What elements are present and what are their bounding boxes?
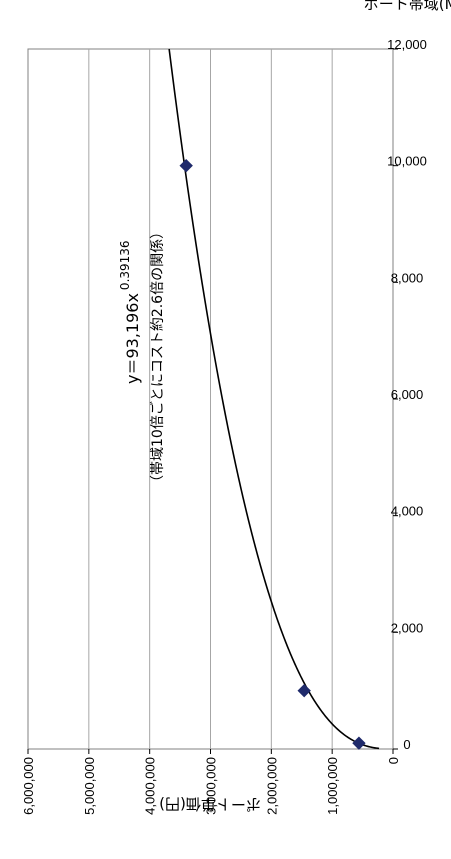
grid-lines (88, 49, 333, 749)
y-tick-label: 5,000,000 (82, 757, 97, 815)
y-tick-label: 6,000,000 (21, 757, 36, 815)
x-axis-title: ポート帯域(Mbps) (364, 0, 451, 13)
x-tick-label: 10,000 (387, 154, 427, 169)
annotation-equation: y＝93,196x0.39136 (118, 240, 142, 384)
y-axis-title: ポート単価(円) (159, 795, 261, 813)
x-tick-label: 0 (403, 737, 410, 752)
trendline-curve (168, 48, 380, 750)
x-tick-label: 6,000 (391, 387, 424, 402)
data-point (179, 158, 193, 173)
data-points (179, 158, 366, 750)
x-tick-label: 2,000 (391, 620, 424, 635)
x-tick-label: 12,000 (387, 37, 427, 52)
x-ticks: 0 2,000 4,000 6,000 8,000 10,000 12,000 (387, 37, 427, 752)
x-tick-label: 8,000 (391, 270, 424, 285)
y-ticks: 0 1,000,000 2,000,000 3,000,000 4,000,000 5,0… (21, 749, 401, 815)
x-tick-label: 4,000 (391, 504, 424, 519)
y-tick-label: 2,000,000 (264, 757, 279, 815)
data-point (297, 683, 311, 698)
data-point (352, 736, 366, 750)
y-tick-label: 4,000,000 (143, 757, 158, 815)
y-tick-label: 0 (386, 757, 401, 764)
y-tick-label: 1,000,000 (325, 757, 340, 815)
y-tick-label: 3,000,000 (204, 757, 219, 815)
annotation-note: （帯域10倍ごとにコスト約2.6倍の関係） (150, 225, 166, 489)
